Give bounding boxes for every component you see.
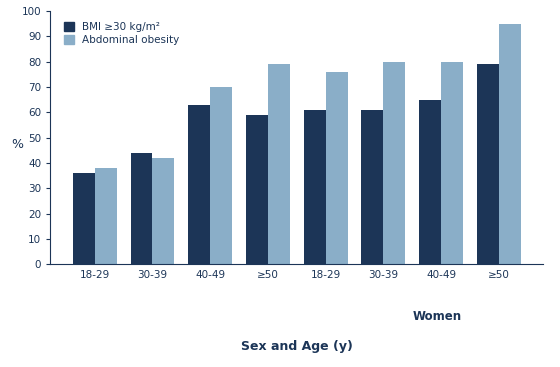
Bar [268,64,290,264]
Bar [326,72,348,264]
Bar [419,99,441,264]
Bar [477,64,499,264]
Bar [246,115,268,264]
Bar [210,87,232,264]
Y-axis label: %: % [12,138,24,150]
Text: Sex and Age (y): Sex and Age (y) [241,340,353,353]
Bar [95,168,116,264]
Bar [499,23,521,264]
Bar [304,110,326,264]
Bar [130,153,152,264]
Bar [441,62,463,264]
Bar [152,158,174,264]
Bar [73,173,95,264]
Bar [188,105,210,264]
Bar [361,110,384,264]
Text: Women: Women [413,310,462,323]
Legend: BMI ≥30 kg/m², Abdominal obesity: BMI ≥30 kg/m², Abdominal obesity [60,19,183,48]
Bar [384,62,405,264]
